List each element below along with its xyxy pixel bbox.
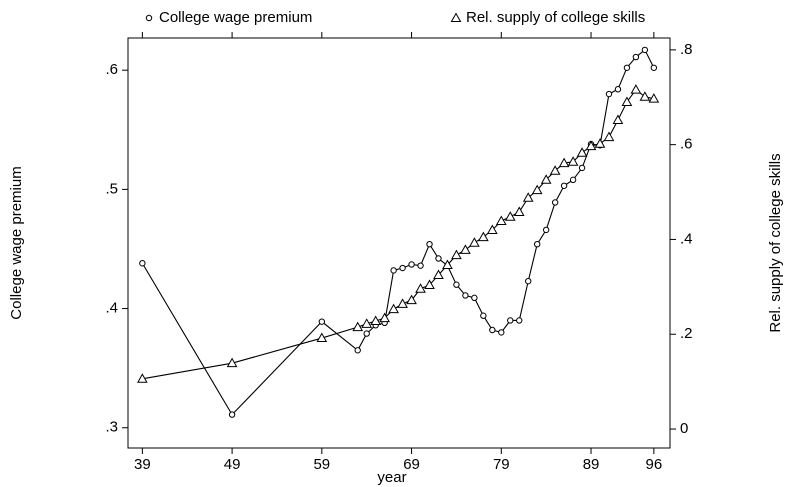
marker-circle	[435, 255, 442, 262]
marker-circle	[145, 14, 153, 22]
marker-circle	[516, 317, 523, 324]
marker-triangle	[639, 91, 651, 101]
y2-tick-label: 0	[680, 420, 688, 437]
marker-circle	[318, 318, 326, 325]
marker-circle	[560, 182, 568, 189]
y-axis-title: College wage premium	[8, 166, 25, 319]
marker-circle	[525, 277, 532, 285]
marker-circle	[228, 411, 236, 418]
marker-triangle	[567, 156, 579, 166]
marker-circle	[614, 86, 622, 93]
marker-circle	[426, 240, 433, 248]
marker-circle	[533, 240, 541, 248]
marker-triangle	[137, 373, 148, 383]
marker-triangle	[388, 303, 399, 314]
marker-circle	[399, 264, 406, 272]
marker-triangle	[513, 206, 525, 216]
marker-triangle	[585, 140, 597, 151]
marker-circle	[471, 294, 478, 302]
marker-triangle	[576, 147, 588, 157]
marker-triangle	[558, 157, 570, 168]
marker-circle	[551, 199, 559, 206]
x-tick-label: 39	[134, 456, 151, 473]
marker-triangle	[442, 259, 453, 270]
marker-triangle	[352, 321, 364, 332]
marker-circle	[363, 330, 370, 337]
marker-triangle	[504, 211, 516, 221]
marker-circle	[390, 267, 397, 274]
marker-circle	[139, 260, 146, 267]
marker-triangle	[495, 215, 507, 225]
y2-axis-title: Rel. supply of college skills	[767, 153, 784, 332]
marker-circle	[408, 261, 415, 268]
marker-triangle	[603, 131, 615, 142]
series-line	[142, 88, 654, 380]
x-tick-label: 96	[646, 456, 663, 473]
marker-circle	[641, 46, 649, 54]
marker-circle	[623, 64, 631, 71]
marker-triangle	[415, 283, 426, 293]
marker-circle	[569, 176, 577, 184]
marker-triangle	[477, 231, 489, 242]
marker-triangle	[469, 237, 480, 247]
marker-triangle	[531, 184, 543, 195]
x-tick-label: 59	[313, 456, 330, 473]
marker-triangle	[540, 174, 552, 184]
marker-circle	[542, 226, 550, 234]
marker-triangle	[370, 315, 382, 325]
y-tick-label: .3	[105, 419, 118, 436]
y-tick-label: .6	[105, 61, 118, 78]
marker-triangle	[424, 279, 435, 289]
x-tick-label: 49	[224, 456, 241, 473]
marker-triangle	[433, 269, 444, 279]
marker-triangle	[549, 165, 561, 175]
marker-circle	[354, 347, 361, 354]
x-tick-label: 79	[493, 456, 510, 473]
marker-triangle	[612, 114, 624, 124]
marker-triangle	[630, 84, 642, 94]
marker-triangle	[594, 138, 606, 148]
marker-circle	[417, 262, 424, 269]
marker-circle	[489, 326, 496, 334]
marker-circle	[632, 53, 640, 61]
series-line	[141, 49, 655, 416]
marker-triangle	[486, 224, 498, 234]
plot-frame	[127, 37, 671, 449]
marker-triangle	[522, 192, 534, 202]
marker-triangle	[621, 96, 633, 106]
marker-circle	[498, 329, 505, 336]
marker-triangle	[406, 294, 417, 305]
marker-triangle	[316, 332, 328, 343]
marker-circle	[480, 312, 487, 319]
marker-triangle	[397, 298, 408, 308]
marker-triangle	[451, 249, 462, 260]
marker-circle	[462, 292, 469, 299]
marker-triangle	[450, 12, 462, 22]
legend-label: Rel. supply of college skills	[466, 9, 645, 26]
x-axis-title: year	[377, 469, 406, 486]
marker-triangle	[460, 244, 471, 254]
marker-circle	[605, 90, 613, 98]
y2-tick-label: .2	[680, 325, 693, 342]
marker-circle	[453, 281, 460, 288]
marker-circle	[578, 164, 586, 172]
marker-triangle	[379, 312, 390, 323]
x-tick-label: 69	[403, 456, 420, 473]
y2-tick-label: .8	[680, 41, 693, 58]
marker-circle	[650, 64, 658, 71]
marker-triangle	[361, 318, 373, 328]
marker-triangle	[226, 357, 238, 368]
marker-circle	[507, 317, 514, 324]
y2-tick-label: .6	[680, 136, 693, 153]
x-tick-label: 89	[583, 456, 600, 473]
y2-tick-label: .4	[680, 230, 693, 247]
marker-triangle	[648, 93, 660, 103]
y-tick-label: .5	[105, 180, 118, 197]
legend-label: College wage premium	[159, 9, 312, 26]
y-tick-label: .4	[105, 300, 118, 317]
